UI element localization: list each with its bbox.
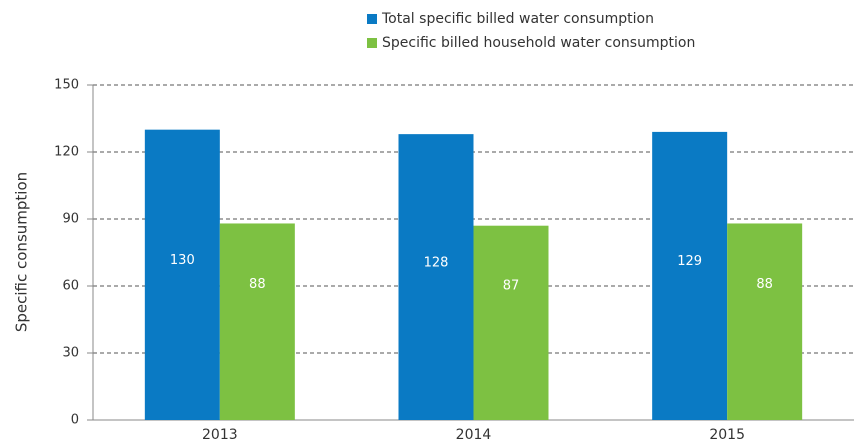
y-axis-label: Specific consumption xyxy=(13,172,31,332)
x-tick-label: 2015 xyxy=(709,427,745,443)
value-label: 88 xyxy=(756,277,773,292)
x-tick-label: 2014 xyxy=(456,427,492,443)
value-label: 87 xyxy=(503,278,520,293)
y-tick-label: 0 xyxy=(71,413,79,428)
y-tick-label: 120 xyxy=(54,145,79,160)
bar xyxy=(727,223,803,420)
y-tick-label: 30 xyxy=(62,346,79,361)
bar xyxy=(144,129,220,420)
bar xyxy=(652,131,728,420)
value-label: 130 xyxy=(170,253,195,268)
y-tick-label: 150 xyxy=(54,78,79,93)
legend-swatch xyxy=(367,14,377,24)
bar xyxy=(398,134,474,420)
value-label: 129 xyxy=(677,254,702,269)
y-tick-label: 90 xyxy=(62,212,79,227)
y-tick-label: 60 xyxy=(62,279,79,294)
legend-label: Total specific billed water consumption xyxy=(381,11,654,27)
value-label: 128 xyxy=(424,255,449,270)
bar xyxy=(219,223,295,420)
legend-label: Specific billed household water consumpt… xyxy=(382,35,695,51)
x-tick-label: 2013 xyxy=(202,427,238,443)
legend-swatch xyxy=(367,38,377,48)
value-label: 88 xyxy=(249,277,266,292)
bar xyxy=(473,225,549,420)
